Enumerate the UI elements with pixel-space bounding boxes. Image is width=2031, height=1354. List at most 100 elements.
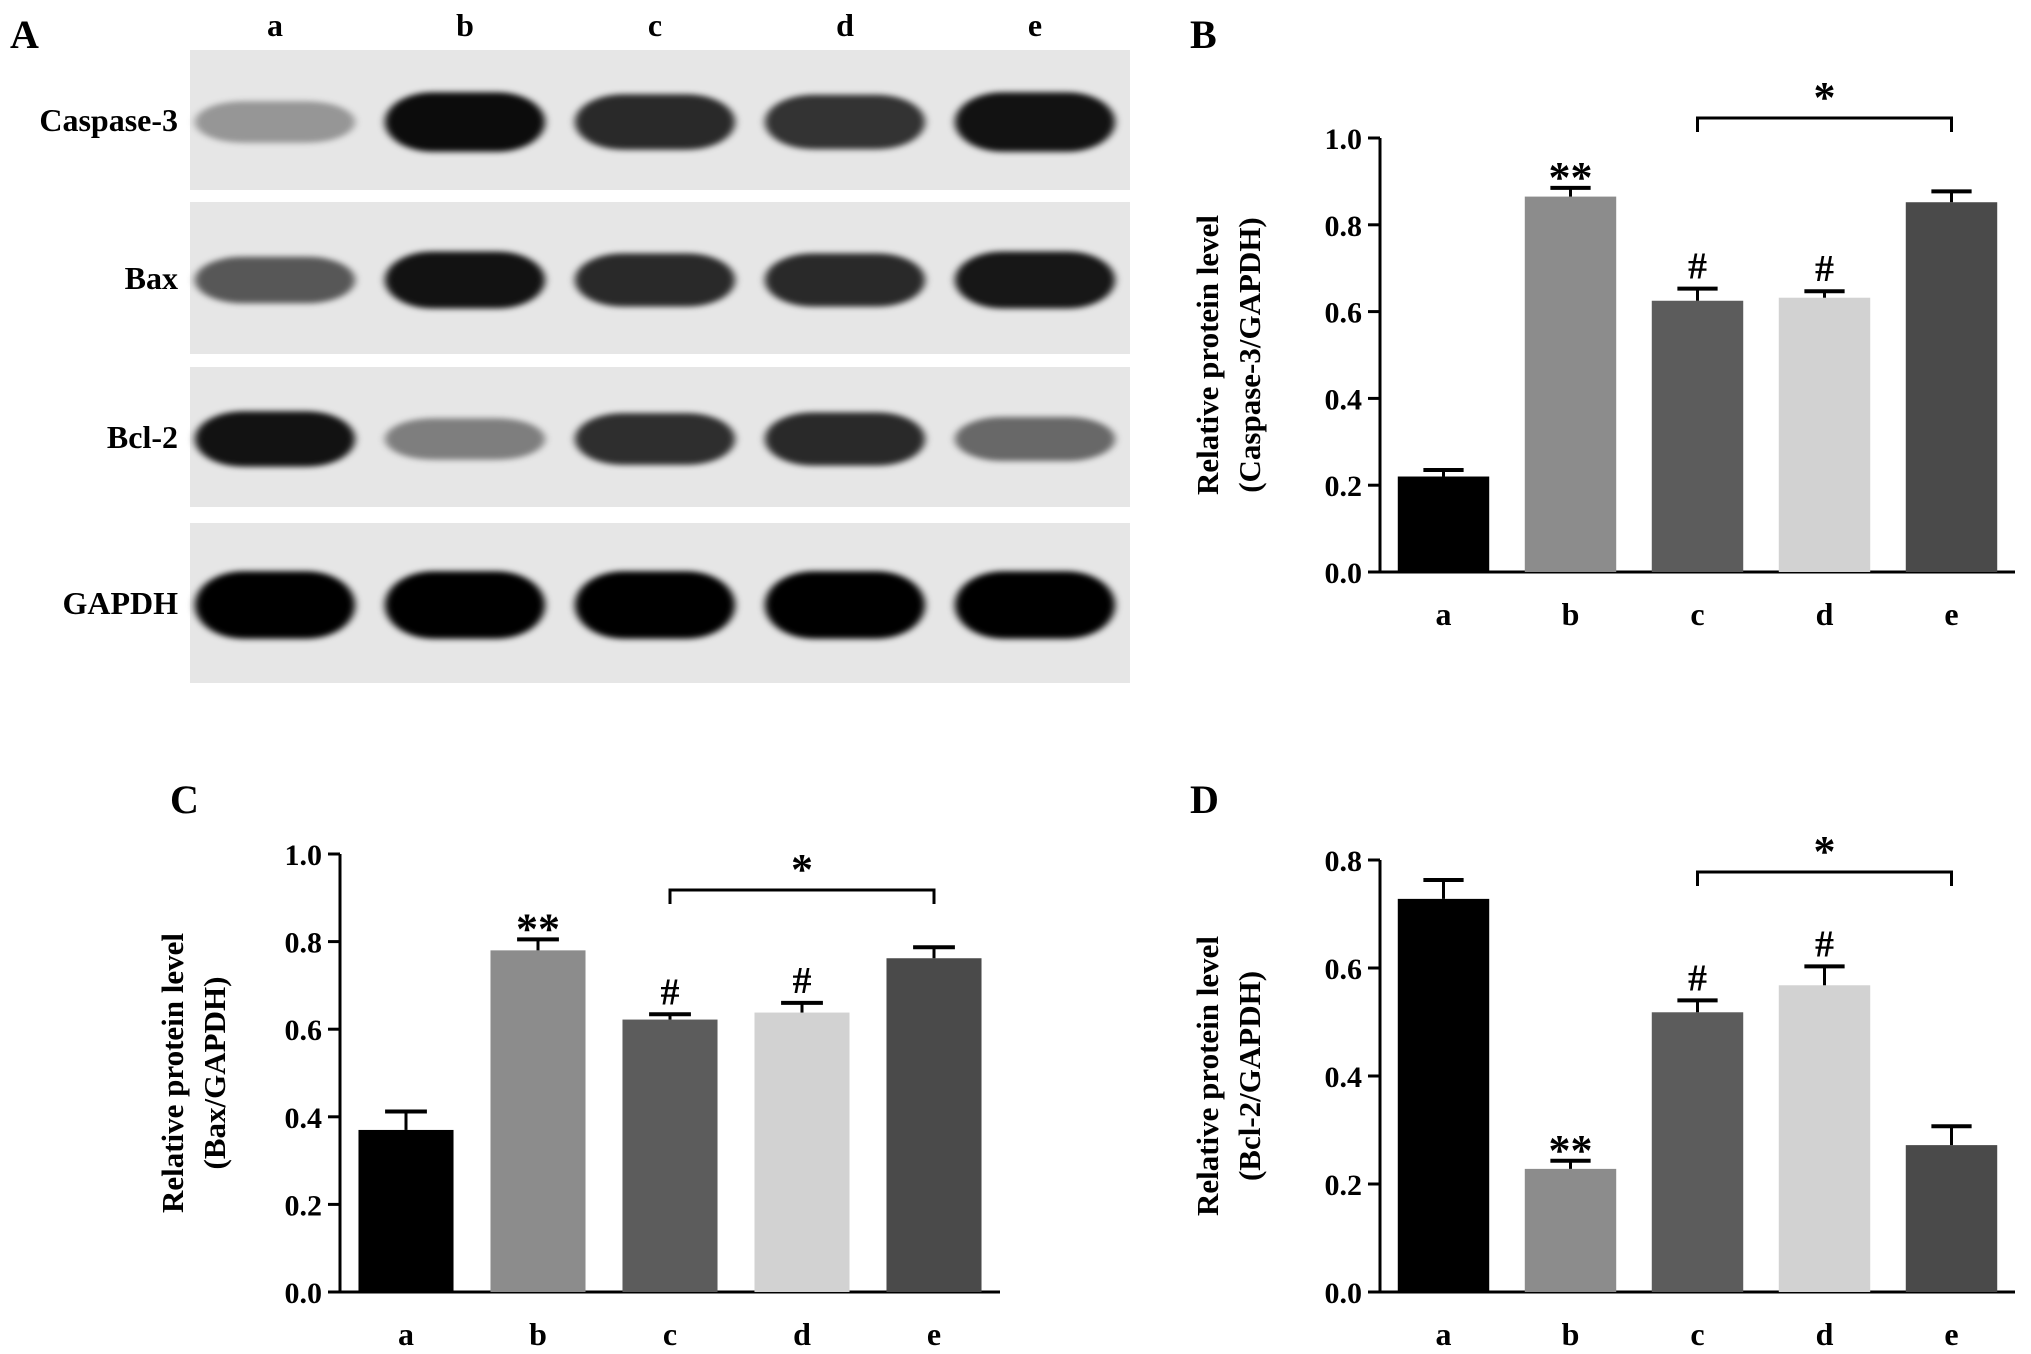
y-tick-label: 0.6 bbox=[1325, 297, 1363, 330]
blot-band bbox=[765, 94, 925, 150]
significance-label: ** bbox=[516, 904, 560, 953]
panel-label-d: D bbox=[1190, 777, 1219, 822]
blot-band bbox=[955, 571, 1115, 639]
blot-band bbox=[385, 571, 545, 639]
significance-bracket bbox=[1696, 870, 1953, 886]
bar-e bbox=[886, 958, 982, 1292]
x-tick-label: d bbox=[1816, 596, 1834, 632]
x-tick-label: c bbox=[663, 1316, 677, 1352]
y-tick-label: 0.0 bbox=[285, 1277, 323, 1310]
y-tick-label: 0.4 bbox=[1325, 1061, 1363, 1094]
bar-a bbox=[1397, 898, 1490, 1292]
y-tick-label: 0.6 bbox=[285, 1014, 323, 1047]
y-tick-label: 1.0 bbox=[285, 839, 323, 872]
bar-d bbox=[1778, 985, 1871, 1292]
significance-label: # bbox=[793, 960, 812, 1002]
blot-band bbox=[955, 251, 1115, 309]
blot-band bbox=[385, 92, 545, 152]
bar-b bbox=[490, 950, 586, 1292]
blot-band bbox=[765, 412, 925, 466]
blot-band bbox=[765, 571, 925, 639]
blot-lane-label: b bbox=[456, 7, 474, 43]
plot-area: 0.0 0.2 0.4 0.6 0.8 Relative protein level (Bc… bbox=[1190, 827, 2015, 1352]
blot-row-gapdh: GAPDH bbox=[62, 523, 1130, 683]
blot-lane-label: c bbox=[648, 7, 662, 43]
x-tick-label: a bbox=[398, 1316, 414, 1352]
significance-label: # bbox=[1815, 248, 1834, 290]
bracket-significance-label: * bbox=[1814, 827, 1836, 876]
x-tick-label: b bbox=[529, 1316, 547, 1352]
blot-band bbox=[385, 418, 545, 460]
y-tick-label: 1.0 bbox=[1325, 123, 1363, 156]
bar-a bbox=[1397, 476, 1490, 572]
blot-band bbox=[765, 253, 925, 307]
bar-d bbox=[754, 1012, 850, 1292]
plot-area: 0.0 0.2 0.4 0.6 0.8 1.0 Relative protein level… bbox=[1190, 73, 2015, 632]
x-tick-label: e bbox=[927, 1316, 941, 1352]
significance-label: # bbox=[1688, 246, 1707, 288]
y-tick-label: 0.6 bbox=[1325, 953, 1363, 986]
blot-protein-label: GAPDH bbox=[62, 585, 178, 621]
blot-band bbox=[195, 256, 355, 304]
y-axis-title: Relative protein level bbox=[155, 933, 190, 1213]
caspase3-bar-chart: B 0.0 0.2 0.4 0.6 0.8 1.0 Relative protein lev… bbox=[1190, 12, 2015, 632]
x-tick-label: b bbox=[1562, 1316, 1580, 1352]
blot-band bbox=[575, 571, 735, 639]
y-axis-title: Relative protein level bbox=[1190, 215, 1225, 495]
bax-bar-chart: C 0.0 0.2 0.4 0.6 0.8 1.0 Relative protein lev… bbox=[155, 777, 1000, 1352]
y-tick-label: 0.8 bbox=[285, 927, 323, 960]
panel-label-b: B bbox=[1190, 12, 1217, 57]
bar-b bbox=[1524, 196, 1617, 572]
y-axis-subtitle: (Caspase-3/GAPDH) bbox=[1232, 217, 1267, 493]
significance-label: ** bbox=[1549, 1126, 1593, 1175]
blot-lane-label: e bbox=[1028, 7, 1042, 43]
bar-a bbox=[358, 1129, 454, 1292]
blot-band bbox=[195, 411, 355, 467]
significance-bracket bbox=[1696, 116, 1953, 132]
x-tick-label: c bbox=[1690, 596, 1704, 632]
x-tick-label: b bbox=[1562, 596, 1580, 632]
blot-band bbox=[385, 251, 545, 309]
y-axis-subtitle: (Bax/GAPDH) bbox=[197, 977, 232, 1170]
bar-b bbox=[1524, 1168, 1617, 1292]
y-tick-label: 0.4 bbox=[285, 1102, 323, 1135]
y-tick-label: 0.0 bbox=[1325, 1277, 1363, 1310]
x-tick-label: e bbox=[1944, 596, 1958, 632]
significance-label: # bbox=[1688, 957, 1707, 999]
bar-c bbox=[622, 1019, 718, 1292]
blot-band bbox=[195, 101, 355, 143]
blot-band bbox=[955, 92, 1115, 152]
significance-label: ** bbox=[1549, 153, 1593, 202]
y-tick-label: 0.2 bbox=[1325, 1169, 1363, 1202]
significance-label: # bbox=[661, 971, 680, 1013]
y-tick-label: 0.8 bbox=[1325, 845, 1363, 878]
bar-e bbox=[1905, 202, 1998, 572]
y-tick-label: 0.8 bbox=[1325, 210, 1363, 243]
western-blot-panel: A a b c d e Caspase-3 Bax Bcl-2 GAPDH bbox=[10, 7, 1130, 683]
bar-c bbox=[1651, 1012, 1744, 1292]
blot-row-caspase-3: Caspase-3 bbox=[39, 50, 1130, 190]
y-tick-label: 0.2 bbox=[1325, 470, 1363, 503]
y-tick-label: 0.2 bbox=[285, 1189, 323, 1222]
x-tick-label: d bbox=[1816, 1316, 1834, 1352]
bar-d bbox=[1778, 297, 1871, 572]
bracket-significance-label: * bbox=[791, 845, 813, 894]
bar-e bbox=[1905, 1145, 1998, 1292]
blot-band bbox=[575, 253, 735, 307]
x-tick-label: e bbox=[1944, 1316, 1958, 1352]
blot-row-bax: Bax bbox=[125, 202, 1130, 354]
x-tick-label: a bbox=[1436, 596, 1452, 632]
panel-label-a: A bbox=[10, 12, 39, 57]
y-tick-label: 0.4 bbox=[1325, 383, 1363, 416]
blot-band bbox=[575, 413, 735, 465]
blot-band bbox=[195, 571, 355, 639]
bracket-significance-label: * bbox=[1814, 73, 1836, 122]
blot-band bbox=[575, 94, 735, 150]
significance-label: # bbox=[1815, 923, 1834, 965]
bcl2-bar-chart: D 0.0 0.2 0.4 0.6 0.8 Relative protein level(… bbox=[1190, 777, 2015, 1352]
significance-bracket bbox=[668, 888, 936, 904]
blot-band bbox=[955, 417, 1115, 461]
bar-c bbox=[1651, 300, 1744, 572]
y-axis-subtitle: (Bcl-2/GAPDH) bbox=[1232, 971, 1267, 1181]
